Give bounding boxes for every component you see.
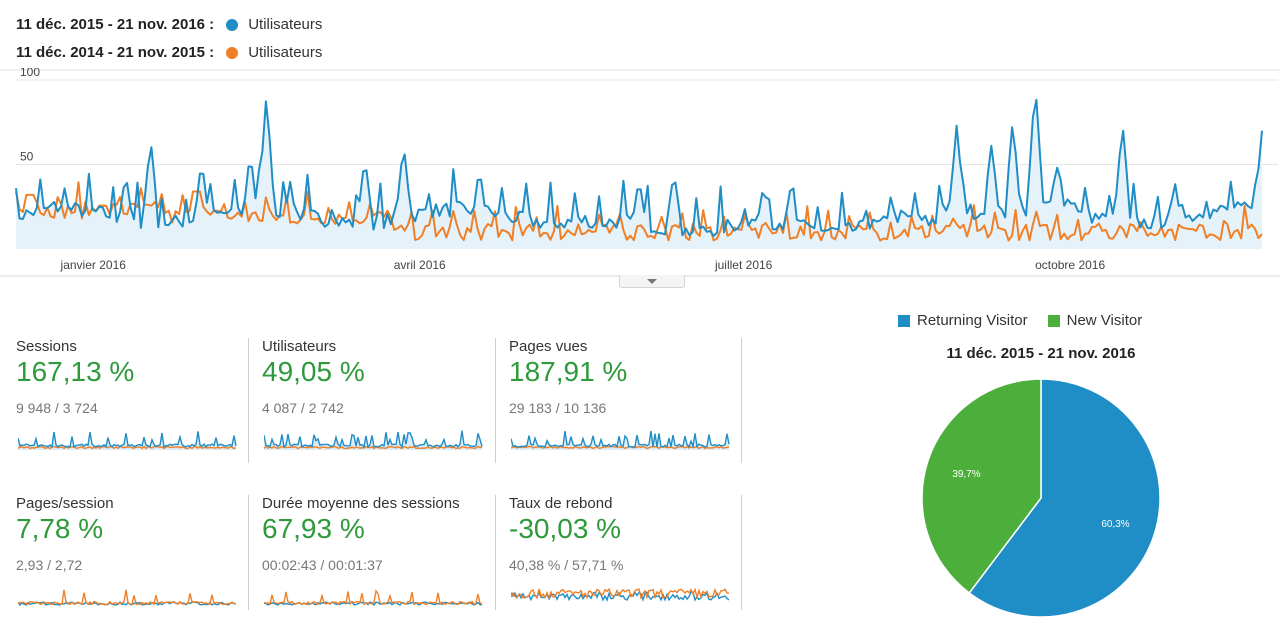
metric-sparkline	[511, 430, 730, 450]
metric-values: 9 948 / 3 724	[16, 400, 98, 416]
legend-period-label: 11 déc. 2014 - 21 nov. 2015 :	[16, 44, 215, 61]
pie-slice-returning-visitor[interactable]	[968, 378, 1161, 618]
metric-change: -30,03 %	[509, 513, 622, 544]
pie-legend-item-new[interactable]: New Visitor	[1047, 312, 1143, 329]
current-series-area	[16, 99, 1262, 249]
metric-sparkline	[264, 589, 483, 606]
pie-legend-label: New Visitor	[1066, 312, 1143, 329]
legend-period-label: 11 déc. 2015 - 21 nov. 2016 :	[16, 16, 215, 33]
metric-sparkline	[264, 430, 483, 450]
metric-values: 40,38 % / 57,71 %	[509, 557, 624, 573]
metric-values: 4 087 / 2 742	[262, 400, 344, 416]
sparkline-previous	[511, 587, 730, 600]
sparkline-previous	[18, 445, 237, 450]
collapse-chart-button[interactable]	[619, 275, 685, 288]
sparkline-current	[264, 430, 483, 449]
metric-pages-per-session[interactable]: Pages/session 7,78 % 2,93 / 2,72	[16, 495, 246, 615]
legend-dot-blue-icon	[226, 18, 239, 31]
previous-series-line[interactable]	[15, 181, 1263, 242]
pie-slice-label: 60,3%	[1101, 519, 1129, 530]
legend-current-period: 11 déc. 2015 - 21 nov. 2016 : Utilisateu…	[16, 16, 322, 33]
pie-title: 11 déc. 2015 - 21 nov. 2016	[946, 345, 1136, 362]
pie-legend-label: Returning Visitor	[917, 312, 1028, 329]
divider	[741, 338, 742, 463]
divider	[741, 495, 742, 610]
legend-square-green-icon	[1047, 314, 1060, 327]
metric-change: 167,13 %	[16, 356, 135, 387]
metric-avg-session-duration[interactable]: Durée moyenne des sessions 67,93 % 00:02…	[262, 495, 492, 615]
divider	[248, 495, 249, 610]
metric-label: Sessions	[16, 338, 77, 355]
metric-label: Pages vues	[509, 338, 588, 355]
x-tick-label: avril 2016	[394, 258, 446, 272]
legend-square-blue-icon	[898, 314, 910, 327]
metric-change: 7,78 %	[16, 513, 104, 544]
x-tick-label: juillet 2016	[714, 258, 773, 272]
x-tick-label: janvier 2016	[60, 258, 127, 272]
x-tick-label: octobre 2016	[1035, 258, 1105, 272]
sparkline-previous	[18, 589, 237, 606]
legend-series-label: Utilisateurs	[248, 44, 323, 61]
pie-slice-new-visitor[interactable]	[921, 378, 1042, 594]
pie-legend-item-returning[interactable]: Returning Visitor	[898, 312, 1028, 329]
sparkline-current	[18, 431, 237, 449]
metric-label: Pages/session	[16, 495, 114, 512]
metric-label: Durée moyenne des sessions	[262, 495, 460, 512]
visitor-type-pie-chart[interactable]: 60,3% 39,7%	[910, 370, 1170, 620]
metric-pageviews[interactable]: Pages vues 187,91 % 29 183 / 10 136	[509, 338, 739, 458]
metric-users[interactable]: Utilisateurs 49,05 % 4 087 / 2 742	[262, 338, 492, 458]
pie-slice-label: 39,7%	[952, 469, 980, 480]
metric-values: 2,93 / 2,72	[16, 557, 83, 573]
divider	[495, 495, 496, 610]
metric-bounce-rate[interactable]: Taux de rebond -30,03 % 40,38 % / 57,71 …	[509, 495, 739, 615]
legend-dot-orange-icon	[226, 46, 239, 59]
metric-sparkline	[18, 589, 237, 607]
sparkline-previous	[264, 589, 483, 606]
legend-previous-period: 11 déc. 2014 - 21 nov. 2015 : Utilisateu…	[16, 44, 322, 61]
users-line-chart[interactable]: 100 50 janvier 2016 avril 2016 juillet 2016 o…	[0, 68, 1280, 278]
metric-change: 187,91 %	[509, 356, 628, 387]
current-series-line[interactable]	[15, 98, 1263, 237]
metric-sparkline	[18, 431, 237, 450]
metric-values: 00:02:43 / 00:01:37	[262, 557, 383, 573]
metric-label: Taux de rebond	[509, 495, 613, 512]
metric-change: 49,05 %	[262, 356, 365, 387]
metric-values: 29 183 / 10 136	[509, 400, 607, 416]
sparkline-current	[511, 430, 730, 450]
pie-legend: Returning Visitor New Visitor	[898, 312, 1162, 329]
sparkline-current	[18, 601, 237, 607]
metric-label: Utilisateurs	[262, 338, 337, 355]
divider	[495, 338, 496, 463]
y-tick-label: 50	[20, 150, 34, 164]
metric-sparkline	[511, 587, 730, 602]
y-tick-label: 100	[20, 68, 40, 79]
legend-series-label: Utilisateurs	[248, 16, 323, 33]
metric-change: 67,93 %	[262, 513, 365, 544]
chevron-down-icon	[647, 278, 657, 284]
metric-sessions[interactable]: Sessions 167,13 % 9 948 / 3 724	[16, 338, 246, 458]
divider	[248, 338, 249, 463]
